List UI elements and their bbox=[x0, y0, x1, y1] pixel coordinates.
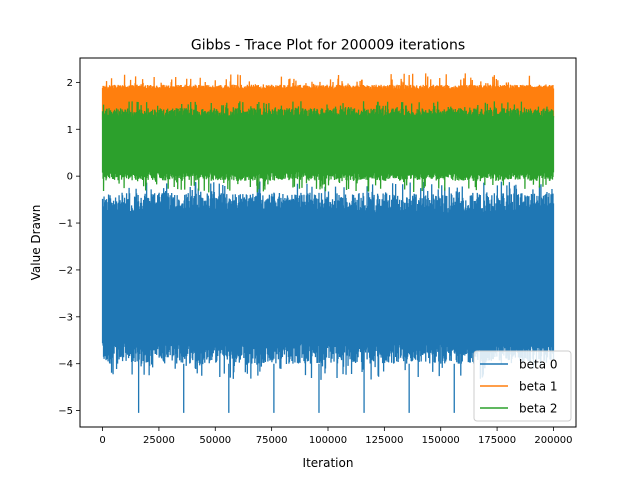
y-axis-ticks: −5 −4 −3 −2 −1 0 1 2 bbox=[58, 78, 80, 417]
y-tick-label: −4 bbox=[58, 359, 73, 370]
x-tick-label: 175000 bbox=[478, 435, 516, 446]
y-tick-label: −2 bbox=[58, 265, 73, 276]
x-tick-label: 150000 bbox=[422, 435, 460, 446]
x-tick-label: 25000 bbox=[143, 435, 175, 446]
x-tick-label: 50000 bbox=[199, 435, 231, 446]
x-axis-label: Iteration bbox=[303, 456, 354, 470]
legend-label-beta-0: beta 0 bbox=[519, 358, 558, 372]
legend-box bbox=[473, 350, 572, 422]
x-tick-label: 200000 bbox=[534, 435, 572, 446]
y-tick-label: −1 bbox=[58, 219, 73, 230]
legend: beta 0 beta 1 beta 2 bbox=[473, 350, 572, 422]
y-axis-label: Value Drawn bbox=[29, 205, 43, 281]
y-tick-label: 2 bbox=[67, 78, 73, 89]
legend-label-beta-1: beta 1 bbox=[519, 380, 558, 394]
chart-title: Gibbs - Trace Plot for 200009 iterations bbox=[191, 38, 465, 54]
x-tick-label: 75000 bbox=[256, 435, 288, 446]
y-tick-label: −5 bbox=[58, 406, 73, 417]
x-tick-label: 0 bbox=[99, 435, 105, 446]
legend-label-beta-2: beta 2 bbox=[519, 402, 558, 416]
series-layer bbox=[101, 73, 555, 413]
x-tick-label: 100000 bbox=[309, 435, 347, 446]
x-axis-ticks: 0 25000 50000 75000 100000 125000 150000 175000… bbox=[99, 427, 573, 446]
series-line-beta-0 bbox=[101, 181, 555, 413]
x-tick-label: 125000 bbox=[365, 435, 403, 446]
y-tick-label: 1 bbox=[67, 125, 73, 136]
y-tick-label: −3 bbox=[58, 312, 73, 323]
y-tick-label: 0 bbox=[67, 172, 73, 183]
series-line-beta-2 bbox=[101, 101, 555, 193]
